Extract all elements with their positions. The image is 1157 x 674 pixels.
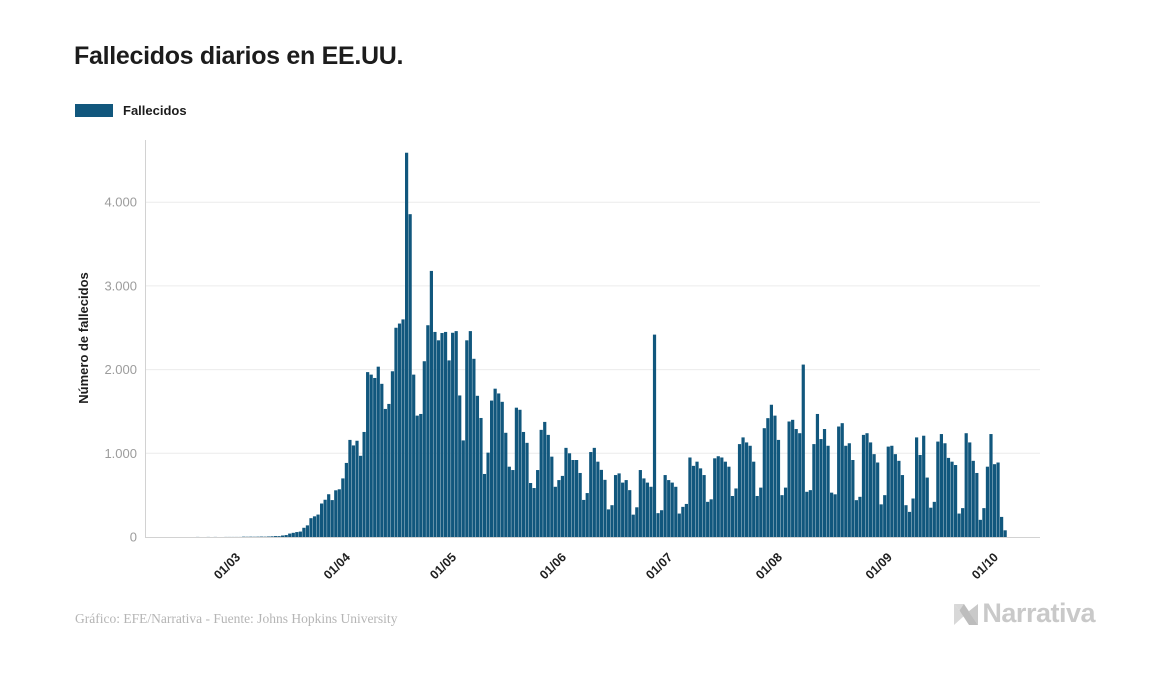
svg-text:01/05: 01/05 (427, 550, 459, 582)
svg-text:01/03: 01/03 (211, 550, 243, 582)
svg-text:Número de fallecidos: Número de fallecidos (76, 272, 91, 403)
svg-text:01/04: 01/04 (321, 550, 353, 582)
svg-text:0: 0 (130, 530, 137, 545)
svg-text:2.000: 2.000 (104, 362, 137, 377)
svg-text:3.000: 3.000 (104, 278, 137, 293)
svg-text:01/10: 01/10 (969, 550, 1001, 582)
svg-text:1.000: 1.000 (104, 446, 137, 461)
svg-text:4.000: 4.000 (104, 195, 137, 210)
chart-credit: Gráfico: EFE/Narrativa - Fuente: Johns H… (75, 611, 398, 626)
chart-title: Fallecidos diarios en EE.UU. (74, 42, 404, 70)
narrativa-logo: Narrativa (951, 598, 1095, 629)
svg-text:01/09: 01/09 (863, 550, 895, 582)
svg-text:01/07: 01/07 (643, 550, 675, 582)
narrativa-logo-icon (954, 603, 979, 625)
legend: Fallecidos (75, 103, 187, 118)
svg-text:01/06: 01/06 (537, 550, 569, 582)
svg-text:01/08: 01/08 (753, 550, 785, 582)
legend-swatch-icon (75, 104, 113, 117)
narrativa-logo-text: Narrativa (982, 598, 1095, 628)
legend-label: Fallecidos (123, 103, 187, 118)
